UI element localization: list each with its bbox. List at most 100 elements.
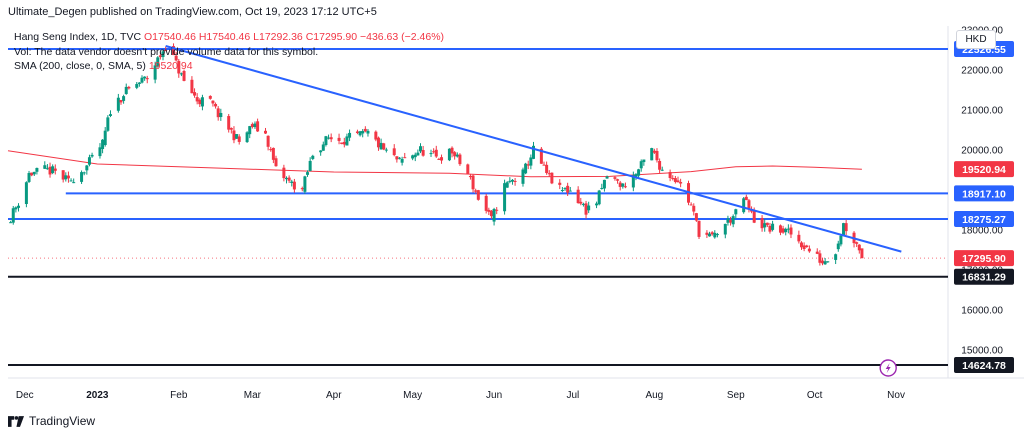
x-tick-label: Apr xyxy=(326,390,342,401)
legend-sma-label: SMA (200, close, 0, SMA, 5) xyxy=(14,60,146,72)
candle-body xyxy=(731,216,735,225)
candle-body xyxy=(789,227,793,235)
candle-body xyxy=(80,172,84,182)
legend-symbol[interactable]: Hang Seng Index, 1D, TVC xyxy=(14,31,142,43)
candle-body xyxy=(156,57,160,67)
level-price-label-bg xyxy=(954,185,1014,202)
candle-body xyxy=(237,136,241,142)
y-tick-label: 16000.00 xyxy=(961,306,1003,317)
candle-body xyxy=(529,157,533,166)
chart-legend: Hang Seng Index, 1D, TVC O17540.46 H1754… xyxy=(14,30,444,74)
candle-body xyxy=(345,136,349,146)
candle-body xyxy=(216,108,220,118)
candle-body xyxy=(164,50,168,52)
candle-body xyxy=(308,160,312,171)
candle-body xyxy=(595,203,599,206)
candle-body xyxy=(85,165,89,171)
candle-body xyxy=(145,78,149,80)
candle-body xyxy=(395,156,399,160)
legend-sma-row[interactable]: SMA (200, close, 0, SMA, 5) 19520.94 xyxy=(14,59,444,74)
candle-body xyxy=(673,178,677,182)
legend-volume-note: Vol: The data vendor doesn't provide vol… xyxy=(14,45,319,58)
candle-body xyxy=(219,112,223,118)
candle-body xyxy=(466,164,470,174)
candle-body xyxy=(631,175,635,188)
candle-body xyxy=(723,223,727,235)
candle-body xyxy=(550,172,554,184)
candle-body xyxy=(250,124,254,127)
candle-body xyxy=(842,223,846,236)
candle-body xyxy=(836,243,840,250)
candle-body xyxy=(256,121,260,132)
tradingview-brand[interactable]: TradingView xyxy=(8,414,95,428)
candle-body xyxy=(747,200,751,209)
candle-body xyxy=(355,131,359,134)
candle-body xyxy=(484,195,488,211)
candle-body xyxy=(106,117,110,131)
level-price-label-bg xyxy=(954,268,1014,285)
x-tick-label: Jul xyxy=(567,390,580,401)
candle-body xyxy=(35,167,39,172)
candle-body xyxy=(64,175,68,180)
candle-body xyxy=(639,161,643,169)
chart-frame[interactable]: 15000.0016000.0017000.0018000.0019000.00… xyxy=(0,26,1024,410)
candle-body xyxy=(269,149,273,151)
candle-body xyxy=(531,145,535,159)
candle-body xyxy=(650,148,654,161)
x-tick-label: Dec xyxy=(16,390,34,401)
candle-body xyxy=(823,261,827,265)
currency-button[interactable]: HKD xyxy=(956,30,996,49)
candle-body xyxy=(613,177,617,179)
level-price-label: 16831.29 xyxy=(962,272,1006,284)
candle-body xyxy=(211,100,215,104)
candle-body xyxy=(98,147,102,157)
candle-body xyxy=(32,171,36,175)
candle-body xyxy=(208,95,212,99)
candle-body xyxy=(581,203,585,205)
candle-body xyxy=(14,207,18,210)
candle-body xyxy=(455,154,459,157)
candle-body xyxy=(229,128,233,130)
candle-body xyxy=(45,168,49,170)
candle-body xyxy=(524,163,528,174)
candle-body xyxy=(579,201,583,204)
candle-body xyxy=(505,182,509,188)
candle-body xyxy=(542,164,546,166)
current-price-label-bg xyxy=(954,250,1014,267)
candle-body xyxy=(392,148,396,156)
lightning-icon xyxy=(885,363,891,373)
candle-body xyxy=(429,153,433,155)
candle-body xyxy=(708,233,712,237)
candle-body xyxy=(43,165,47,169)
candle-body xyxy=(492,208,496,222)
candle-body xyxy=(200,97,204,107)
price-chart[interactable]: 15000.0016000.0017000.0018000.0019000.00… xyxy=(0,26,1024,410)
candle-body xyxy=(263,130,267,134)
current-price-label: 17295.90 xyxy=(962,253,1006,265)
candle-body xyxy=(689,204,693,206)
candle-body xyxy=(658,160,662,170)
candle-body xyxy=(232,130,236,141)
candle-body xyxy=(101,139,105,150)
current-price-label-bg xyxy=(954,161,1014,178)
candle-body xyxy=(287,177,291,181)
candle-body xyxy=(379,142,383,150)
candle-body xyxy=(137,82,141,84)
candle-body xyxy=(860,248,864,259)
candle-body xyxy=(450,147,454,154)
candle-body xyxy=(618,182,622,187)
candle-body xyxy=(227,116,231,130)
candle-body xyxy=(563,188,567,190)
x-tick-label: Oct xyxy=(807,390,823,401)
candle-body xyxy=(24,182,28,204)
candle-body xyxy=(248,126,252,135)
candle-body xyxy=(421,150,425,156)
candle-body xyxy=(82,172,86,174)
candle-body xyxy=(805,245,809,248)
candle-body xyxy=(526,164,530,166)
candle-body xyxy=(710,232,714,235)
candle-body xyxy=(655,151,659,161)
candle-body xyxy=(400,158,404,163)
publisher-line: Ultimate_Degen published on TradingView.… xyxy=(8,6,377,18)
x-tick-label: Sep xyxy=(727,390,745,401)
